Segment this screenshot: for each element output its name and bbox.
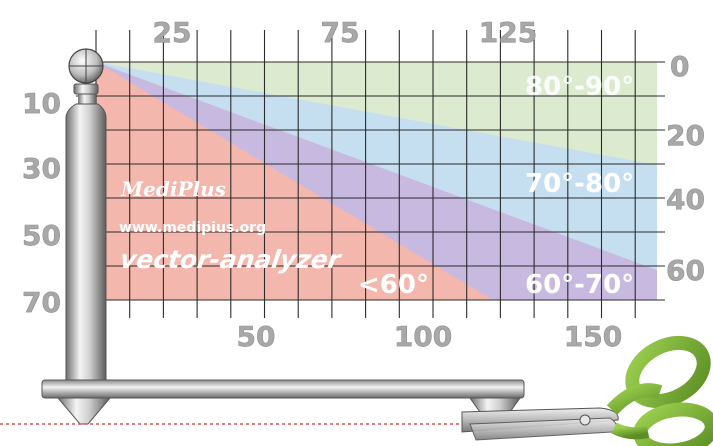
right-scale-label: 0 xyxy=(670,50,689,83)
zone-lt60-fill xyxy=(96,62,493,300)
zone-label-70-80: 70°-80° xyxy=(525,169,634,199)
bottom-scale-label: 150 xyxy=(564,320,622,353)
pendulum-rod-icon xyxy=(65,48,107,381)
zone-label-80-90: 80°-90° xyxy=(525,72,634,102)
top-scale-label: 25 xyxy=(153,16,192,49)
top-scale-label: 125 xyxy=(479,16,537,49)
bottom-scale-label: 50 xyxy=(237,320,276,353)
brand-title: MediPlus xyxy=(120,177,226,201)
left-scale-label: 50 xyxy=(22,219,61,252)
zone-label-60-70: 60°-70° xyxy=(525,270,634,300)
zone-label-lt60: <60° xyxy=(358,270,429,300)
right-scale-label: 20 xyxy=(666,119,705,152)
top-scale-label: 75 xyxy=(321,16,360,49)
grid-lines xyxy=(76,30,665,318)
left-scale-label: 10 xyxy=(22,87,61,120)
base-bar-icon xyxy=(41,379,525,425)
top-scale: 25 75 125 xyxy=(152,16,537,50)
brand-url: www.medipius.org xyxy=(119,220,266,236)
right-scale: 0 20 40 60 xyxy=(666,50,706,288)
scissors-icon xyxy=(461,335,713,446)
left-scale-label: 70 xyxy=(22,286,61,319)
left-scale-label: 30 xyxy=(22,152,61,185)
brand-product: vector-analyzer xyxy=(118,245,344,274)
zone-fills xyxy=(96,62,657,300)
right-scale-label: 60 xyxy=(666,254,705,287)
bottom-scale: 0 50 100 150 xyxy=(76,320,623,354)
bottom-scale-label: 100 xyxy=(394,320,452,353)
right-scale-label: 40 xyxy=(666,183,705,216)
left-scale: 10 30 50 70 xyxy=(22,87,62,320)
